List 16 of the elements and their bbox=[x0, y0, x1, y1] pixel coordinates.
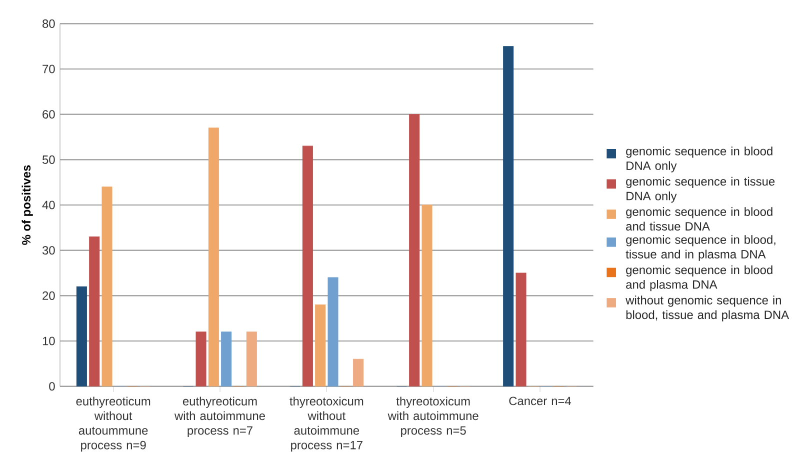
x-tick-label: thyreotoxicum with autoimmune process n=5 bbox=[388, 396, 478, 438]
legend-label: without genomic sequence in blood, tissue and plasma DNA bbox=[626, 296, 790, 322]
y-tick-label: 80 bbox=[42, 19, 55, 28]
y-tick-label: 60 bbox=[42, 110, 55, 119]
x-tick-label: Cancer n=4 bbox=[509, 396, 572, 406]
y-tick-label: 40 bbox=[42, 200, 55, 210]
y-tick-label: 50 bbox=[42, 155, 55, 164]
x-tick-label: thyreotoxicum without autoimmune process n=17 bbox=[290, 396, 364, 452]
y-tick-label: 30 bbox=[42, 246, 55, 255]
y-tick-label: 0 bbox=[49, 382, 55, 391]
x-tick-label: euthyreoticum without autoummune process n=9 bbox=[76, 396, 150, 452]
y-tick-label: 70 bbox=[42, 64, 55, 74]
y-axis-title: % of positives bbox=[22, 165, 33, 245]
x-tick-label: euthyreoticum with autoimmune process n=7 bbox=[174, 396, 265, 438]
y-tick-label: 20 bbox=[42, 291, 55, 300]
y-tick-label: 10 bbox=[42, 336, 55, 346]
